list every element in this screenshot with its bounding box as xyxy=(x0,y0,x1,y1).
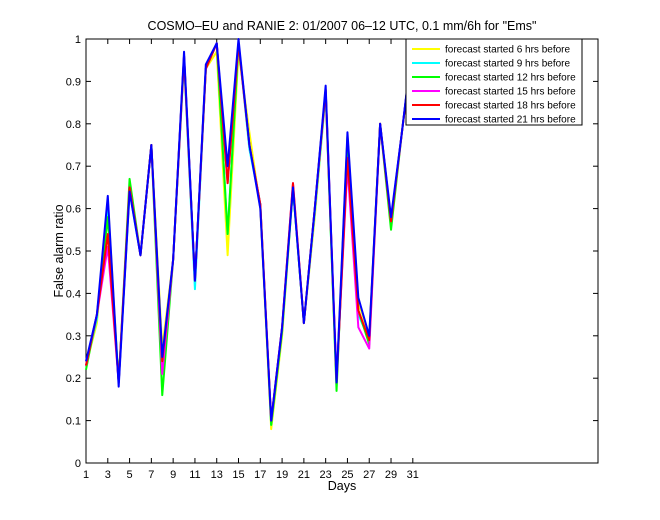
legend-items: forecast started 6 hrs before forecast st… xyxy=(412,45,576,126)
legend-label: forecast started 9 hrs before xyxy=(445,59,571,70)
legend-label: forecast started 15 hrs before xyxy=(445,87,576,98)
y-tick-label: 1 xyxy=(75,34,81,46)
y-tick-label: 0.3 xyxy=(66,331,81,343)
legend-label: forecast started 18 hrs before xyxy=(445,101,576,112)
legend: forecast started 6 hrs before forecast st… xyxy=(405,38,583,126)
y-tick-label: 0.7 xyxy=(66,161,81,173)
y-tick-label: 0 xyxy=(75,458,81,470)
legend-label: forecast started 21 hrs before xyxy=(445,115,576,126)
x-tick-label: 5 xyxy=(127,469,133,481)
x-tick-label: 27 xyxy=(363,469,375,481)
y-tick-label: 0.8 xyxy=(66,119,81,131)
chart-title: COSMO–EU and RANIE 2: 01/2007 06–12 UTC,… xyxy=(148,19,537,33)
y-axis-label: False alarm ratio xyxy=(52,204,66,297)
x-tick-label: 9 xyxy=(170,469,176,481)
legend-label: forecast started 12 hrs before xyxy=(445,73,576,84)
x-tick-label: 25 xyxy=(341,469,353,481)
y-tick-label: 0.9 xyxy=(66,76,81,88)
y-tick-label: 0.4 xyxy=(66,288,81,300)
x-tick-label: 31 xyxy=(407,469,419,481)
x-tick-label: 15 xyxy=(232,469,244,481)
x-axis-label: Days xyxy=(328,479,356,493)
y-tick-label: 0.6 xyxy=(66,204,81,216)
y-tick-label: 0.5 xyxy=(66,246,81,258)
y-tick-label: 0.2 xyxy=(66,373,81,385)
x-tick-label: 13 xyxy=(211,469,223,481)
axis-ticks: 1 3 5 7 9 11 13 15 17 19 21 23 25 27 29 3100.10.20.30.4… xyxy=(66,34,598,481)
series-line-6 xyxy=(85,38,414,422)
x-tick-label: 29 xyxy=(385,469,397,481)
legend-box xyxy=(405,38,583,126)
x-tick-label: 3 xyxy=(105,469,111,481)
x-tick-label: 1 xyxy=(83,469,89,481)
x-tick-label: 7 xyxy=(148,469,154,481)
y-tick-label: 0.1 xyxy=(66,416,81,428)
x-tick-label: 21 xyxy=(298,469,310,481)
x-tick-label: 19 xyxy=(276,469,288,481)
x-tick-label: 23 xyxy=(320,469,332,481)
x-tick-label: 17 xyxy=(254,469,266,481)
legend-label: forecast started 6 hrs before xyxy=(445,45,571,56)
series-lines xyxy=(85,38,414,431)
x-tick-label: 11 xyxy=(189,469,200,481)
